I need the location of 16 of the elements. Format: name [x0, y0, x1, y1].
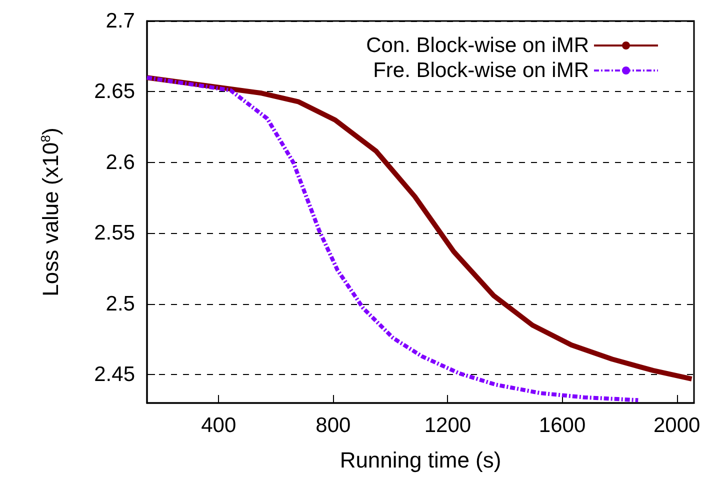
- y-tick-label: 2.55: [94, 222, 135, 245]
- legend-label: Fre. Block-wise on iMR: [373, 59, 589, 82]
- x-tick-label: 800: [316, 414, 351, 437]
- y-tick-label: 2.6: [106, 150, 135, 174]
- y-tick-label: 2.5: [106, 292, 135, 316]
- y-tick-label: 2.7: [106, 10, 135, 32]
- legend-label: Con. Block-wise on iMR: [366, 34, 589, 57]
- line-series: [145, 76, 640, 402]
- x-tick-label: 400: [201, 414, 236, 437]
- y-tick-label: 2.65: [94, 80, 135, 104]
- x-tick-label: 1200: [424, 414, 472, 437]
- y-axis-title: Loss value (x108): [38, 128, 63, 296]
- x-axis-title: Running time (s): [340, 448, 502, 472]
- y-tick-label: 2.45: [94, 363, 135, 386]
- x-tick-label: 2000: [653, 414, 700, 437]
- x-tick-label: 1600: [538, 414, 586, 437]
